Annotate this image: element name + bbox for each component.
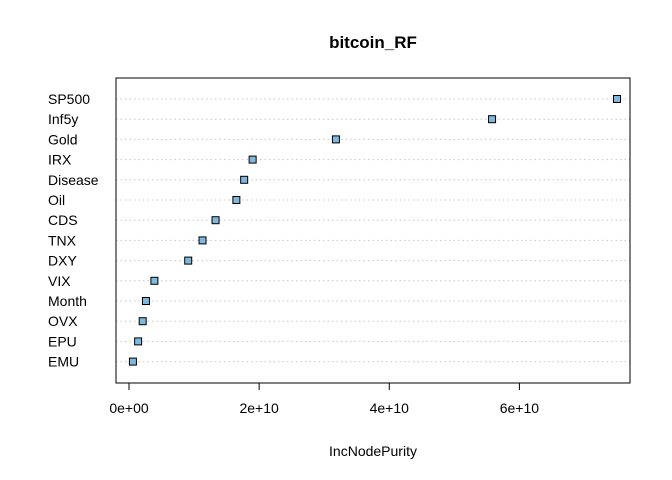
category-label: Oil [48,192,65,208]
x-tick-label: 4e+10 [370,400,410,416]
data-point [612,95,621,103]
data-point [150,276,159,285]
x-tick-label: 2e+10 [239,400,279,416]
data-point [232,196,241,204]
category-label: Disease [48,172,99,188]
data-point [134,337,143,346]
category-label: Month [48,293,87,309]
category-label: OVX [48,313,78,329]
category-label: DXY [48,253,77,269]
data-point [198,236,207,245]
category-label: EMU [48,354,79,370]
data-point [141,297,150,305]
x-axis: 0e+00 2e+10 4e+10 6e+10 [109,382,540,416]
category-label: TNX [48,232,77,248]
x-tick-label: 0e+00 [109,400,149,416]
data-point [128,357,137,366]
chart-title: bitcoin_RF [329,33,417,52]
data-point [240,175,249,184]
category-label: EPU [48,333,77,349]
data-point [331,135,340,144]
data-point [138,317,147,326]
category-label: VIX [48,273,71,289]
category-label: IRX [48,152,72,168]
x-tick-label: 6e+10 [500,400,540,416]
category-label: Gold [48,131,78,147]
data-point [211,216,220,225]
plot-frame [115,77,631,384]
data-points [128,95,621,366]
category-label: Inf5y [48,111,78,127]
data-point [248,155,257,164]
x-axis-label: IncNodePurity [329,443,417,459]
category-label: SP500 [48,91,90,107]
category-label: CDS [48,212,78,228]
data-point [488,115,497,124]
guide-lines [116,98,630,363]
data-point [184,256,193,265]
y-category-labels: SP500 Inf5y Gold IRX Disease Oil CDS TNX DXY VIX M… [48,91,99,370]
